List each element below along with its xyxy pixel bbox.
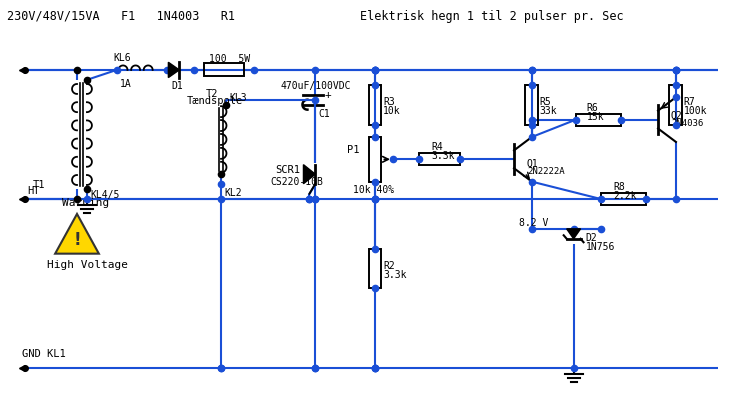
Text: Elektrisk hegn 1 til 2 pulser pr. Sec: Elektrisk hegn 1 til 2 pulser pr. Sec (360, 10, 624, 23)
Text: Q2: Q2 (671, 110, 683, 120)
Bar (369, 249, 381, 289)
Text: 2.2k: 2.2k (613, 191, 637, 200)
Bar (419, 154, 460, 166)
Text: SCR1: SCR1 (275, 165, 300, 175)
Polygon shape (56, 214, 99, 254)
Polygon shape (303, 165, 315, 184)
Bar (525, 85, 539, 125)
Text: 2N4036: 2N4036 (671, 119, 703, 128)
Text: T2: T2 (206, 88, 218, 99)
Text: High Voltage: High Voltage (47, 259, 128, 269)
Text: !: ! (73, 230, 81, 248)
Bar (576, 115, 621, 126)
Text: P1: P1 (347, 145, 360, 155)
Polygon shape (567, 229, 581, 239)
Text: R3: R3 (383, 97, 394, 106)
Bar (601, 193, 645, 205)
Text: T1: T1 (33, 180, 45, 190)
Text: 3.3k: 3.3k (431, 151, 455, 161)
Text: CS220-10B: CS220-10B (271, 177, 323, 187)
Text: 2N2222A: 2N2222A (527, 166, 565, 175)
Text: R8: R8 (613, 182, 625, 192)
Bar (204, 64, 244, 77)
Text: 470uF/100VDC: 470uF/100VDC (280, 81, 351, 90)
Text: GND KL1: GND KL1 (22, 348, 66, 358)
Text: R4: R4 (431, 142, 443, 152)
Text: Warning: Warning (62, 198, 110, 207)
Text: 3.3k: 3.3k (383, 269, 406, 279)
Text: 230V/48V/15VA   F1   1N4003   R1: 230V/48V/15VA F1 1N4003 R1 (7, 10, 235, 23)
Text: 33k: 33k (540, 106, 557, 115)
Text: KL2: KL2 (224, 188, 242, 198)
Text: 1A: 1A (120, 79, 132, 89)
Text: D1: D1 (172, 81, 183, 90)
Bar (369, 85, 381, 125)
Text: 10k 40%: 10k 40% (353, 184, 394, 195)
Text: 100k: 100k (684, 106, 707, 115)
Text: Tændspole: Tændspole (186, 95, 243, 106)
Bar (369, 137, 381, 182)
Text: KL3: KL3 (229, 92, 246, 103)
Text: R5: R5 (540, 97, 551, 106)
Text: KL6: KL6 (114, 53, 132, 63)
Text: KL4/5: KL4/5 (90, 190, 119, 200)
Text: 8.2 V: 8.2 V (519, 217, 548, 227)
Text: 100  5W: 100 5W (209, 54, 250, 64)
Bar (670, 85, 682, 125)
Text: R6: R6 (587, 102, 598, 112)
Text: HT: HT (27, 186, 40, 196)
Text: C1: C1 (318, 108, 330, 118)
Text: Q1: Q1 (527, 158, 539, 168)
Text: 15k: 15k (587, 111, 604, 121)
Text: D2: D2 (585, 232, 597, 242)
Polygon shape (169, 63, 179, 79)
Text: R7: R7 (684, 97, 696, 106)
Text: +: + (324, 90, 331, 99)
Text: 1N756: 1N756 (585, 241, 615, 251)
Text: R2: R2 (383, 260, 394, 270)
Text: 10k: 10k (383, 106, 400, 115)
